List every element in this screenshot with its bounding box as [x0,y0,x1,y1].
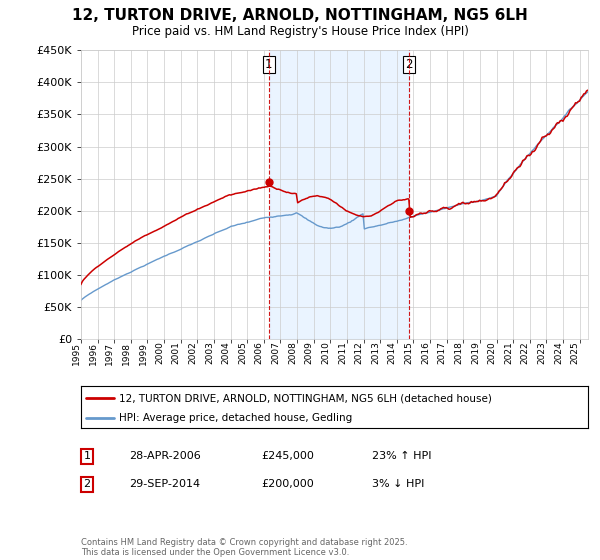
Text: 1998: 1998 [122,342,131,365]
Text: 2014: 2014 [388,342,397,365]
Text: 2011: 2011 [338,342,347,365]
Text: 29-SEP-2014: 29-SEP-2014 [129,479,200,489]
Text: 2006: 2006 [255,342,264,365]
Text: 2008: 2008 [288,342,297,365]
Text: £200,000: £200,000 [261,479,314,489]
Text: 1995: 1995 [72,342,81,365]
Text: 2015: 2015 [404,342,413,365]
Text: 2002: 2002 [188,342,197,365]
Text: 2004: 2004 [221,342,230,365]
Text: 28-APR-2006: 28-APR-2006 [129,451,201,461]
Text: Price paid vs. HM Land Registry's House Price Index (HPI): Price paid vs. HM Land Registry's House … [131,25,469,38]
Text: £245,000: £245,000 [261,451,314,461]
Text: 2017: 2017 [438,342,447,365]
Text: 1999: 1999 [139,342,148,365]
Text: 2001: 2001 [172,342,181,365]
Text: 1997: 1997 [105,342,114,365]
Text: 2012: 2012 [355,342,364,365]
Text: 1996: 1996 [89,342,98,365]
Text: 2016: 2016 [421,342,430,365]
Text: 2007: 2007 [271,342,280,365]
Text: 2013: 2013 [371,342,380,365]
Text: 2021: 2021 [504,342,513,365]
Text: 2018: 2018 [454,342,463,365]
Text: 23% ↑ HPI: 23% ↑ HPI [372,451,431,461]
Text: 1: 1 [265,58,272,71]
Text: 2022: 2022 [521,342,530,364]
Text: 12, TURTON DRIVE, ARNOLD, NOTTINGHAM, NG5 6LH: 12, TURTON DRIVE, ARNOLD, NOTTINGHAM, NG… [72,8,528,24]
Text: 2000: 2000 [155,342,164,365]
Text: Contains HM Land Registry data © Crown copyright and database right 2025.
This d: Contains HM Land Registry data © Crown c… [81,538,407,557]
Text: 2009: 2009 [305,342,314,365]
Text: 2025: 2025 [571,342,580,365]
Text: 2003: 2003 [205,342,214,365]
Text: 12, TURTON DRIVE, ARNOLD, NOTTINGHAM, NG5 6LH (detached house): 12, TURTON DRIVE, ARNOLD, NOTTINGHAM, NG… [119,393,492,403]
Text: 3% ↓ HPI: 3% ↓ HPI [372,479,424,489]
Text: HPI: Average price, detached house, Gedling: HPI: Average price, detached house, Gedl… [119,413,352,423]
Text: 2023: 2023 [538,342,547,365]
Text: 2019: 2019 [471,342,480,365]
Text: 2: 2 [406,58,413,71]
Text: 2024: 2024 [554,342,563,364]
Text: 2: 2 [83,479,91,489]
Text: 2010: 2010 [322,342,331,365]
Text: 2005: 2005 [238,342,247,365]
Text: 2020: 2020 [488,342,497,365]
Text: 1: 1 [83,451,91,461]
